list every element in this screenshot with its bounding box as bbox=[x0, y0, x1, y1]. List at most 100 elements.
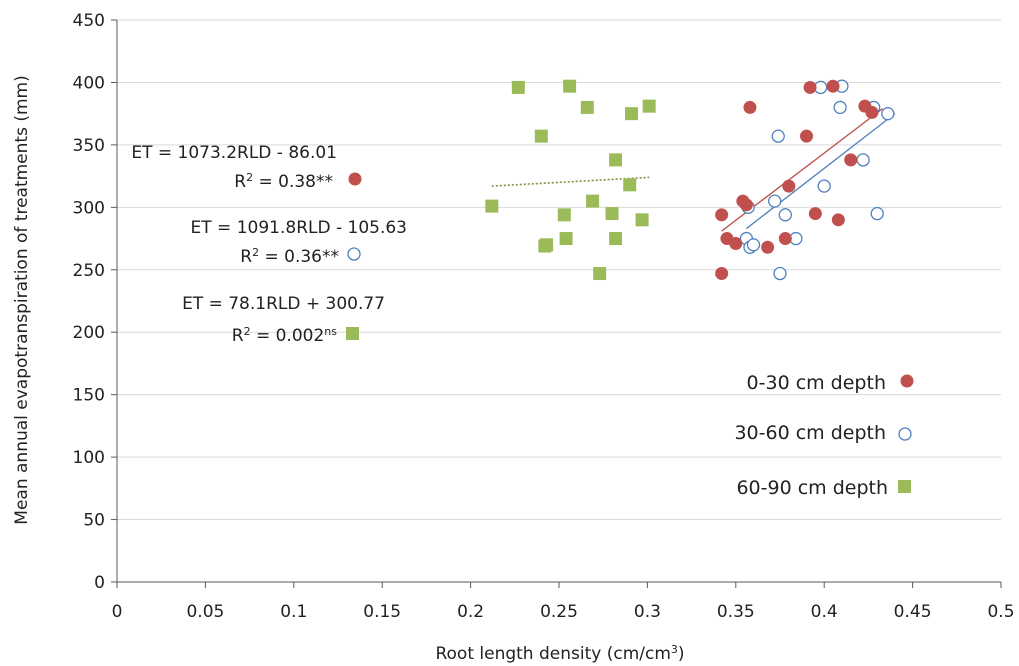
point-0-30-12 bbox=[808, 207, 822, 221]
point-0-30-8 bbox=[778, 232, 792, 246]
point-30-60-3 bbox=[746, 238, 761, 252]
point-60-90-4 bbox=[540, 238, 554, 252]
y-tick-label: 0 bbox=[94, 573, 105, 593]
point-60-90-10 bbox=[593, 267, 607, 281]
x-axis-title-end: ) bbox=[678, 644, 685, 664]
r2-exponent: 2 bbox=[246, 171, 253, 184]
point-30-60-10 bbox=[817, 179, 831, 193]
r2-value: = 0.002 bbox=[251, 326, 325, 346]
regression-annotations: ET = 1073.2RLD - 86.01 R2 = 0.38** ET = … bbox=[131, 143, 407, 346]
equation-30-60: ET = 1091.8RLD - 105.63 bbox=[191, 218, 407, 238]
axes bbox=[111, 19, 1002, 588]
trendlines bbox=[491, 108, 896, 232]
legend: 0-30 cm depth 30-60 cm depth 60-90 cm de… bbox=[734, 372, 914, 499]
legend-item-30-60: 30-60 cm depth bbox=[734, 422, 912, 444]
point-0-30-0 bbox=[715, 267, 729, 281]
point-0-30-9 bbox=[782, 179, 796, 193]
r2-label: R bbox=[240, 247, 252, 267]
legend-marker-open-circle bbox=[898, 427, 912, 441]
annotation-marker-filled-circle bbox=[348, 172, 362, 186]
point-0-30-5 bbox=[739, 198, 753, 212]
point-30-60-16 bbox=[881, 107, 895, 121]
r2-label: R bbox=[232, 326, 244, 346]
point-30-60-7 bbox=[778, 208, 792, 222]
annotation-marker-open-circle bbox=[347, 247, 361, 261]
x-tick-labels: 0 0.05 0.1 0.15 0.2 0.25 0.3 0.35 0.4 0.45 0.5 bbox=[112, 602, 1015, 622]
point-60-90-5 bbox=[557, 208, 571, 222]
x-tick-label: 0.1 bbox=[280, 602, 307, 622]
equation-60-90: ET = 78.1RLD + 300.77 bbox=[182, 294, 385, 314]
point-0-30-17 bbox=[865, 105, 879, 119]
r2-60-90: R2 = 0.002ns bbox=[232, 325, 338, 347]
y-tick-labels: 0 50 100 150 200 250 300 350 400 450 bbox=[73, 11, 105, 593]
gridlines bbox=[117, 19, 1001, 521]
point-60-90-16 bbox=[635, 213, 649, 227]
point-0-30-3 bbox=[729, 237, 743, 251]
y-tick-label: 150 bbox=[73, 386, 105, 406]
r2-exponent: 2 bbox=[244, 325, 251, 338]
point-0-30-1 bbox=[715, 208, 729, 222]
r2-value: = 0.38** bbox=[253, 172, 333, 192]
y-tick-label: 250 bbox=[73, 261, 105, 281]
legend-item-60-90: 60-90 cm depth bbox=[736, 477, 911, 499]
legend-label-60-90: 60-90 cm depth bbox=[736, 477, 888, 499]
x-tick-label: 0.45 bbox=[894, 602, 932, 622]
point-60-90-12 bbox=[609, 153, 623, 167]
y-tick-label: 100 bbox=[73, 448, 105, 468]
x-tick-label: 0.35 bbox=[717, 602, 755, 622]
annotation-60-90: ET = 78.1RLD + 300.77 R2 = 0.002ns bbox=[182, 294, 385, 346]
point-0-30-7 bbox=[761, 240, 775, 254]
point-60-90-11 bbox=[605, 207, 619, 221]
x-axis-title-superscript: 3 bbox=[671, 643, 678, 656]
legend-item-0-30: 0-30 cm depth bbox=[747, 372, 914, 394]
point-0-30-13 bbox=[826, 79, 840, 93]
y-tick-label: 450 bbox=[73, 11, 105, 31]
r2-value: = 0.36** bbox=[259, 247, 339, 267]
point-60-90-15 bbox=[624, 107, 638, 121]
x-tick-label: 0 bbox=[112, 602, 123, 622]
point-60-90-2 bbox=[534, 129, 548, 143]
point-30-60-11 bbox=[833, 100, 847, 115]
legend-marker-filled-circle bbox=[900, 374, 914, 388]
point-60-90-7 bbox=[563, 79, 577, 93]
point-60-90-0 bbox=[485, 199, 499, 213]
point-0-30-10 bbox=[800, 129, 814, 143]
point-60-90-1 bbox=[511, 80, 525, 94]
point-60-90-14 bbox=[623, 178, 637, 192]
x-tick-label: 0.3 bbox=[634, 602, 661, 622]
y-tick-label: 50 bbox=[83, 511, 105, 531]
y-tick-label: 300 bbox=[73, 198, 105, 218]
legend-label-30-60: 30-60 cm depth bbox=[734, 422, 886, 444]
x-tick-label: 0.05 bbox=[186, 602, 224, 622]
legend-marker-filled-square bbox=[898, 480, 911, 493]
equation-0-30: ET = 1073.2RLD - 86.01 bbox=[131, 143, 337, 163]
r2-0-30: R2 = 0.38** bbox=[234, 171, 333, 193]
annotation-30-60: ET = 1091.8RLD - 105.63 R2 = 0.36** bbox=[191, 218, 407, 267]
r2-30-60: R2 = 0.36** bbox=[240, 246, 339, 268]
annotation-marker-filled-square bbox=[346, 327, 359, 340]
point-60-90-17 bbox=[642, 99, 656, 113]
y-tick-label: 200 bbox=[73, 323, 105, 343]
y-tick-label: 400 bbox=[73, 73, 105, 93]
x-tick-label: 0.4 bbox=[811, 602, 838, 622]
x-tick-label: 0.5 bbox=[987, 602, 1014, 622]
point-60-90-8 bbox=[580, 100, 594, 114]
x-tick-label: 0.25 bbox=[540, 602, 578, 622]
point-60-90-13 bbox=[609, 232, 623, 246]
data-points bbox=[485, 79, 895, 281]
x-tick-label: 0.15 bbox=[363, 602, 401, 622]
point-0-30-11 bbox=[803, 80, 817, 94]
annotation-0-30: ET = 1073.2RLD - 86.01 R2 = 0.38** bbox=[131, 143, 362, 193]
r2-significance: ns bbox=[324, 325, 337, 338]
legend-label-0-30: 0-30 cm depth bbox=[747, 372, 886, 394]
point-30-60-4 bbox=[768, 194, 782, 208]
y-axis-title: Mean annual evapotranspiration of treatm… bbox=[12, 75, 32, 524]
x-tick-label: 0.2 bbox=[457, 602, 484, 622]
trendline-series-1 bbox=[746, 113, 896, 230]
x-axis-title: Root length density (cm/cm3) bbox=[435, 643, 684, 665]
point-60-90-9 bbox=[586, 194, 600, 208]
point-30-60-5 bbox=[771, 129, 785, 143]
point-30-60-15 bbox=[870, 206, 884, 221]
y-tick-label: 350 bbox=[73, 136, 105, 156]
